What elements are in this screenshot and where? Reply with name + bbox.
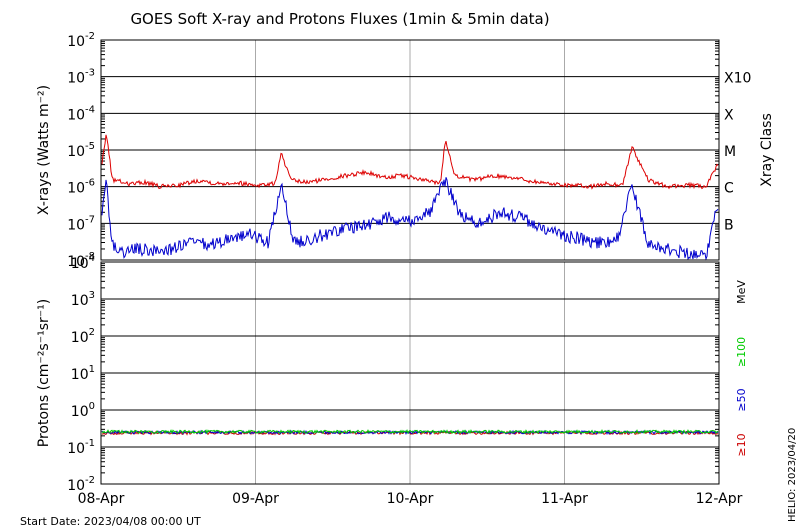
xray-panel-frame: [100, 39, 720, 261]
y-tick-label: 10-4: [67, 104, 95, 123]
xray-y-axis-label: X-rays (Watts m⁻²): [36, 85, 52, 215]
y-tick-label: 103: [71, 290, 95, 309]
xray-class-labels: X10 X M C B: [724, 71, 751, 234]
xray-y-tick-labels: 10-2 10-3 10-4 10-5 10-6 10-7 10-8: [67, 31, 95, 270]
proton-y-axis-label: Protons (cm⁻²s⁻¹sr⁻¹): [36, 299, 52, 448]
xray-series-line: [101, 134, 719, 190]
xray-class-axis-label: Xray Class: [759, 113, 775, 187]
proton-y-tick-labels: 104 103 102 101 100 10-1 10-2: [67, 253, 95, 494]
proton-legend-entry: ≥100: [735, 337, 748, 367]
x-tick-label: 09-Apr: [232, 491, 279, 507]
xray-series-layer: [101, 134, 719, 261]
x-tick-label: 12-Apr: [696, 491, 743, 507]
x-tick-label: 10-Apr: [387, 491, 434, 507]
y-tick-label: 10-3: [67, 68, 95, 87]
xray-class-label: M: [724, 144, 736, 160]
proton-series-line: [101, 428, 719, 435]
y-tick-label: 10-1: [67, 438, 95, 457]
y-tick-label: 101: [71, 364, 95, 383]
y-tick-label: 10-2: [67, 31, 95, 50]
x-tick-label: 08-Apr: [78, 491, 125, 507]
proton-legend-entry: ≥50: [735, 388, 748, 411]
y-tick-label: 104: [71, 253, 95, 272]
x-tick-label: 11-Apr: [541, 491, 588, 507]
y-tick-label: 10-5: [67, 141, 95, 160]
y-tick-label: 100: [71, 401, 95, 420]
xray-grid: [101, 40, 719, 260]
proton-series-layer: [101, 428, 719, 436]
y-tick-label: 10-7: [67, 214, 95, 233]
proton-panel-frame: [100, 261, 720, 485]
start-date-label: Start Date: 2023/04/08 00:00 UT: [20, 515, 201, 528]
y-tick-label: 102: [71, 327, 95, 346]
chart-title: GOES Soft X-ray and Protons Fluxes (1min…: [130, 10, 549, 28]
y-tick-label: 10-8: [67, 251, 95, 270]
y-tick-label: 10-2: [67, 475, 95, 494]
proton-grid: [101, 262, 719, 484]
proton-series-line: [101, 429, 719, 436]
xray-class-label: B: [724, 217, 734, 233]
y-tick-label: 10-6: [67, 178, 95, 197]
xray-class-label: X: [724, 107, 734, 123]
xray-class-label: X10: [724, 71, 751, 87]
xray-class-label: C: [724, 181, 734, 197]
xray-series-line: [101, 177, 719, 261]
x-tick-labels: 08-Apr 09-Apr 10-Apr 11-Apr 12-Apr: [78, 491, 743, 507]
proton-legend-entry: ≥10: [735, 433, 748, 456]
proton-unit-label: MeV: [735, 280, 748, 304]
credit-label: HELIO: 2023/04/20: [787, 428, 798, 522]
proton-legend: ≥100 ≥50 ≥10: [735, 337, 748, 457]
